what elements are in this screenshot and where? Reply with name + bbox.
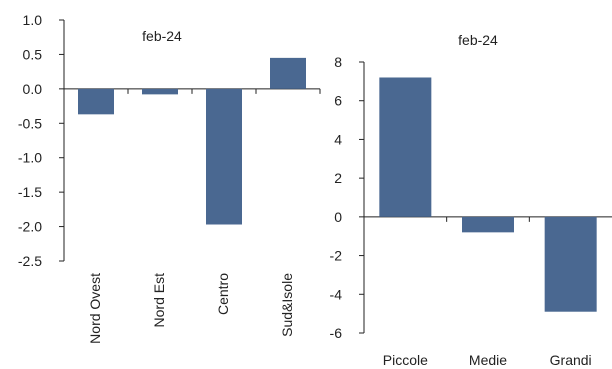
bar xyxy=(544,216,597,312)
x-category-label: Centro xyxy=(215,273,231,315)
y-tick-label: 0.5 xyxy=(23,46,43,62)
bar xyxy=(379,77,432,217)
y-tick-label: -2 xyxy=(330,248,343,264)
bar xyxy=(462,216,514,233)
y-tick-label: -2.5 xyxy=(18,253,42,269)
y-tick-label: 6 xyxy=(334,93,342,109)
x-category-label: Nord Est xyxy=(151,273,167,328)
y-tick-label: 1.0 xyxy=(23,12,43,28)
x-category-label: Nord Ovest xyxy=(87,273,103,344)
y-tick-label: 0 xyxy=(334,209,342,225)
y-tick-label: 8 xyxy=(334,54,342,70)
bar xyxy=(270,57,306,89)
y-tick-label: -1.0 xyxy=(18,150,42,166)
chart-regions: feb-24 1.0 0.5 0.0 -0.5 -1.0 -1.5 -2.0 -2.5 Nord… xyxy=(18,12,321,344)
y-tick-label: -4 xyxy=(330,286,343,302)
y-tick-label: 0.0 xyxy=(23,81,43,97)
x-category-label: Piccole xyxy=(383,352,428,368)
y-tick-label: -6 xyxy=(330,325,343,341)
y-tick-label: -1.5 xyxy=(18,184,42,200)
x-category-label: Medie xyxy=(469,352,507,368)
x-category-label: Grandi xyxy=(550,352,592,368)
bar xyxy=(78,88,114,115)
y-tick-label: 4 xyxy=(334,131,342,147)
y-tick-label: -0.5 xyxy=(18,115,42,131)
bar xyxy=(206,88,242,225)
chart-title: feb-24 xyxy=(142,28,182,44)
y-tick-label: 2 xyxy=(334,170,342,186)
chart-title: feb-24 xyxy=(458,32,498,48)
x-category-label: Sud&Isole xyxy=(279,273,295,337)
bar xyxy=(142,88,178,95)
y-tick-label: -2.0 xyxy=(18,219,42,235)
chart-company-size: feb-24 8 6 4 2 0 -2 -4 -6 Piccole Medie Grandi xyxy=(330,32,612,368)
